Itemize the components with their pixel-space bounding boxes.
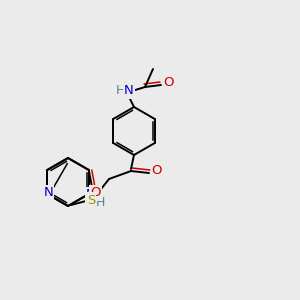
Text: O: O (164, 76, 174, 88)
Text: O: O (152, 164, 162, 178)
Text: N: N (124, 85, 134, 98)
Text: S: S (87, 194, 95, 206)
Text: O: O (91, 187, 101, 200)
Text: H: H (96, 196, 106, 208)
Text: N: N (86, 188, 96, 202)
Text: H: H (115, 85, 125, 98)
Text: N: N (43, 187, 53, 200)
